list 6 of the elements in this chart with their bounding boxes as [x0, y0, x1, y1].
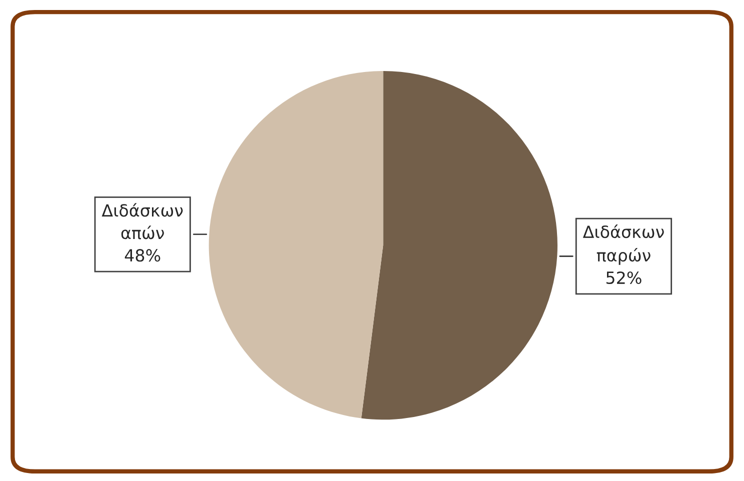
pie-slice: [208, 70, 384, 418]
data-label: 52%: [606, 271, 642, 284]
data-label: 48%: [124, 249, 160, 262]
slice-label: Διδάσκων απών: [102, 203, 183, 240]
pie-slice: [361, 70, 558, 420]
slice-label: Διδάσκων παρών: [582, 224, 664, 265]
